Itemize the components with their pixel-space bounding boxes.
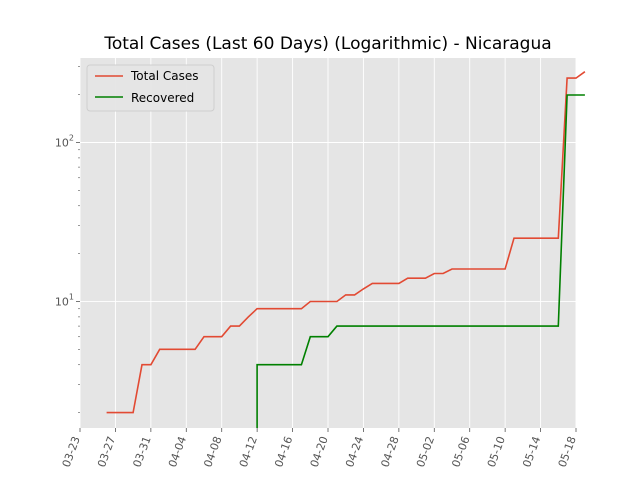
grid: [79, 58, 577, 428]
x-tick-label: 03-27: [95, 435, 118, 469]
series-layer: [106, 71, 586, 428]
x-tick-label: 04-24: [343, 435, 366, 469]
chart-title: Total Cases (Last 60 Days) (Logarithmic)…: [103, 34, 551, 54]
x-tick-label: 04-20: [308, 435, 331, 469]
x-tick-label: 04-12: [237, 435, 260, 469]
x-tick-label: 04-28: [379, 435, 402, 469]
y-tick-label: 101: [55, 292, 74, 308]
x-tick-label: 04-04: [166, 435, 189, 469]
x-tick-label: 05-18: [556, 435, 579, 469]
legend-label-total-cases: Total Cases: [130, 69, 198, 83]
x-tick-label: 05-06: [449, 435, 472, 469]
series-line-recovered: [256, 94, 585, 428]
series-line-total-cases: [106, 71, 586, 414]
x-tick-label: 04-08: [201, 435, 224, 469]
x-axis: 03-23 03-27 03-31 04-04 04-08 04-12 04-16 04-20…: [60, 428, 579, 469]
y-axis: 101 102: [55, 66, 80, 413]
x-tick-label: 05-10: [485, 435, 508, 469]
x-tick-label: 05-14: [520, 435, 543, 469]
x-tick-label: 05-02: [414, 435, 437, 469]
x-tick-label: 03-31: [131, 435, 154, 469]
legend: Total Cases Recovered: [86, 64, 215, 112]
x-tick-label: 04-16: [272, 435, 295, 469]
x-tick-label: 03-23: [60, 435, 83, 469]
legend-label-recovered: Recovered: [131, 91, 194, 105]
y-tick-label: 102: [55, 133, 74, 149]
